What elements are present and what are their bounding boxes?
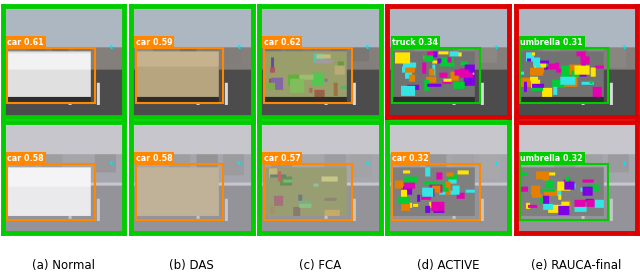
Bar [264,164,352,220]
Text: (d) ACTIVE: (d) ACTIVE [417,259,479,273]
Bar [520,164,608,220]
Text: car 0.61: car 0.61 [8,38,44,47]
Bar [392,48,480,104]
Text: car 0.62: car 0.62 [264,38,301,47]
Text: car 0.32: car 0.32 [392,154,429,163]
Text: car 0.58: car 0.58 [8,154,44,163]
Text: umbrella 0.32: umbrella 0.32 [520,154,583,163]
Bar [264,48,352,104]
Text: t: t [623,45,626,50]
Text: t: t [238,161,241,166]
Bar [136,48,223,104]
Text: t: t [495,45,497,50]
Text: t: t [623,161,626,166]
Text: t: t [110,161,113,166]
Text: t: t [110,45,113,50]
Text: (a) Normal: (a) Normal [32,259,95,273]
Text: t: t [238,45,241,50]
Bar [392,164,480,220]
Text: t: t [495,161,497,166]
Bar [8,48,95,104]
Text: car 0.59: car 0.59 [136,38,172,47]
Text: car 0.58: car 0.58 [136,154,172,163]
Bar [8,164,95,220]
Text: truck 0.34: truck 0.34 [392,38,438,47]
Text: t: t [366,45,369,50]
Text: (c) FCA: (c) FCA [299,259,341,273]
Text: car 0.57: car 0.57 [264,154,301,163]
Bar [136,164,223,220]
Text: t: t [366,161,369,166]
Bar [520,48,608,104]
Text: umbrella 0.31: umbrella 0.31 [520,38,583,47]
Text: (e) RAUCA-final: (e) RAUCA-final [531,259,621,273]
Text: (b) DAS: (b) DAS [170,259,214,273]
